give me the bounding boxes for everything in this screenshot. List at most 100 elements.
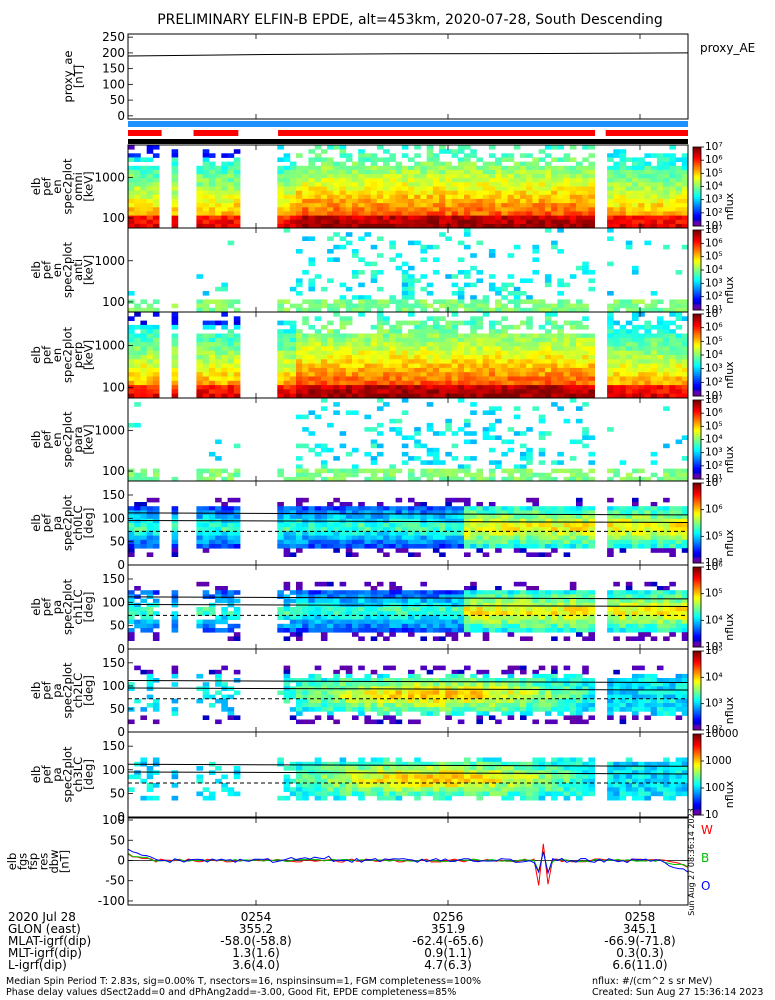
panel-perp-cell (364, 363, 371, 369)
panel-ch1lc-cell (389, 632, 396, 637)
panel-perp-cell (538, 389, 546, 395)
panel-ch0lc-cell (134, 518, 141, 524)
panel-ch0lc-cell (283, 523, 291, 528)
panel-perp-cell (495, 367, 502, 373)
panel-omni-cell (289, 219, 297, 225)
panel-omni-cell (333, 198, 340, 204)
panel-omni-cell (439, 211, 446, 216)
panel-perp-cell (656, 342, 664, 347)
panel-perp-cell (314, 367, 322, 373)
panel-ch0lc-cell (146, 535, 154, 541)
panel-ch0lc-cell (146, 506, 154, 511)
panel-perp-cell (513, 363, 521, 369)
panel-perp-cell (339, 333, 347, 339)
panel-ch0lc-cell (632, 544, 639, 549)
panel-perp-cell (408, 346, 415, 352)
panel-ch0lc-cell (507, 506, 515, 511)
panel-ch0lc-cell (383, 535, 390, 541)
panel-perp-cell (283, 359, 291, 364)
panel-para-cell (215, 472, 222, 478)
panel-ch0lc-cell (401, 523, 409, 528)
panel-omni-cell (625, 215, 633, 221)
panel-ch1lc-cell (128, 602, 135, 608)
panel-perp-cell (439, 355, 446, 360)
panel-omni-cell (669, 165, 676, 171)
panel-omni-cell (588, 165, 595, 171)
panel-perp-cell (675, 342, 683, 347)
panel-ch1lc-cell (352, 598, 359, 604)
panel-perp-cell (420, 329, 427, 334)
panel-anti-cell (507, 274, 515, 279)
panel-omni-cell (675, 182, 683, 187)
panel-anti-cell (607, 303, 614, 309)
panel-para-cell (582, 472, 589, 478)
panel-perp-cell (376, 320, 384, 326)
panel-omni-cell (376, 145, 384, 150)
panel-omni-cell (513, 203, 521, 208)
panel-perp-cell (538, 346, 546, 352)
panel-perp-cell (625, 372, 633, 377)
panel-perp-cell (221, 363, 228, 369)
panel-perp-cell (457, 355, 465, 360)
panel-perp-cell (476, 342, 483, 347)
panel-ch0lc-cell (495, 535, 502, 541)
panel-omni-cell (221, 215, 228, 221)
panel-ch1lc-cell (420, 615, 427, 620)
panel-omni-cell (632, 198, 639, 204)
panel-anti-cell (451, 303, 459, 309)
panel-perp-cell (513, 380, 521, 386)
panel-para-cell (401, 460, 409, 465)
red-status-bar (605, 130, 688, 136)
panel-omni-cell (320, 207, 328, 212)
panel-omni-cell (563, 153, 571, 158)
panel-para-colorbar-swatch (693, 429, 701, 433)
panel-omni-cell (208, 219, 216, 225)
panel-perp-cell (233, 320, 241, 326)
panel-perp-cell (202, 333, 210, 339)
panel-perp-cell (464, 385, 471, 390)
panel-omni-cell (544, 203, 552, 208)
panel-omni-cell (283, 190, 291, 196)
panel-ch0lc-cell (663, 506, 670, 511)
panel-ch1lc-cell (395, 590, 403, 595)
panel-perp-cell (401, 380, 409, 386)
panel-omni-cell (569, 186, 577, 192)
panel-omni-cell (296, 215, 303, 221)
panel-ch0lc-cell (345, 539, 353, 545)
panel-para-cell (557, 451, 564, 457)
panel-ch0lc-colorbar-swatch (693, 551, 701, 554)
panel-anti-cell (358, 270, 365, 275)
panel-perp-cell (439, 359, 446, 364)
panel-perp-cell (146, 329, 154, 334)
panel-omni-cell (171, 198, 179, 204)
panel-omni-cell (395, 174, 403, 179)
panel-para-cell (526, 447, 533, 453)
panel-ch1lc-cell (277, 590, 284, 595)
panel-omni-cell (302, 207, 309, 212)
panel-ch0lc-cell (414, 527, 421, 532)
panel-anti-cell (445, 236, 452, 241)
panel-ch0lc-ytick-label: 100 (102, 511, 125, 525)
panel-ch0lc-cell (345, 514, 353, 520)
panel-perp-cell (383, 376, 390, 382)
panel-perp-cell (221, 355, 228, 360)
panel-anti-cell (576, 307, 583, 313)
panel-perp-cell (327, 389, 334, 395)
panel-omni-colorbar-swatch (693, 196, 701, 199)
panel-omni-cell (370, 157, 378, 162)
panel-anti-cell (414, 278, 421, 283)
panel-omni-cell (663, 207, 670, 212)
panel-para-cell (426, 402, 434, 407)
panel-ch0lc-cell (526, 514, 533, 520)
panel-ch0lc-cell (376, 514, 384, 520)
panel-ch1lc-cell (140, 611, 147, 616)
panel-perp-cell (470, 367, 477, 373)
panel-omni-cell (140, 215, 147, 221)
panel-omni-cell (370, 178, 378, 183)
panel-omni-cell (320, 186, 328, 192)
panel-ch0lc-cell (314, 527, 322, 532)
panel-perp-cell (625, 320, 633, 326)
panel-omni-cell (420, 182, 427, 187)
panel-omni-cell (520, 186, 527, 192)
panel-ch0lc-cell (588, 518, 595, 524)
